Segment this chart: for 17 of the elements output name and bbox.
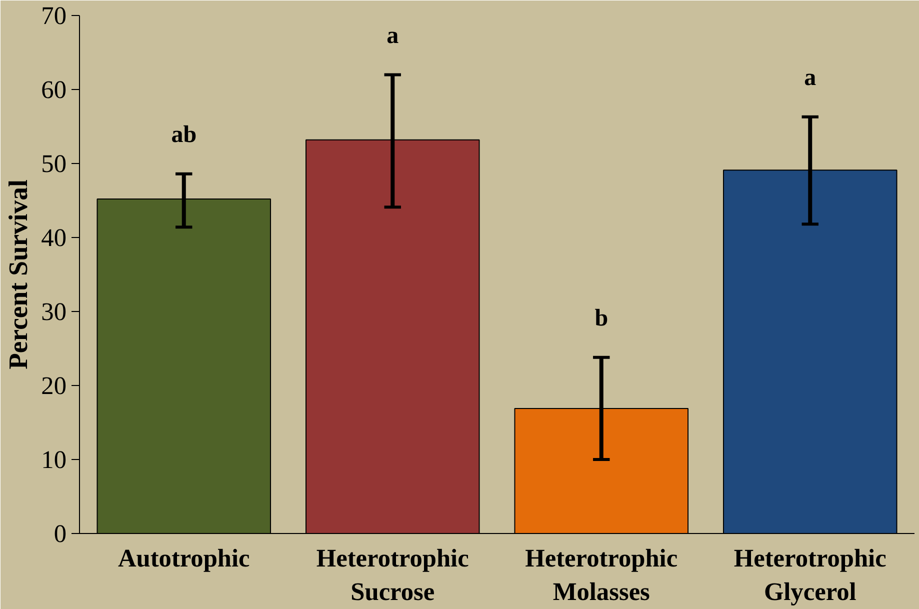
y-tick-label: 60 <box>41 76 66 104</box>
x-tick-label: Heterotrophic Molasses <box>525 544 678 606</box>
y-tick-label: 0 <box>54 520 67 548</box>
y-tick-label: 10 <box>41 446 66 474</box>
y-tick-label: 30 <box>41 298 66 326</box>
annotation: a <box>804 64 816 91</box>
y-axis-title: Percent Survival <box>3 180 34 370</box>
annotation: ab <box>171 122 197 148</box>
x-tick-label: Autotrophic <box>118 544 250 572</box>
annotation: b <box>594 305 608 332</box>
x-tick-label: Heterotrophic Glycerol <box>734 544 886 606</box>
y-tick-label: 70 <box>41 2 66 30</box>
y-tick-label: 50 <box>41 150 66 178</box>
y-tick-label: 20 <box>41 372 66 400</box>
x-tick-label: Heterotrophic Sucrose <box>316 544 469 606</box>
y-tick-label: 40 <box>41 224 66 252</box>
annotation: a <box>386 22 399 49</box>
